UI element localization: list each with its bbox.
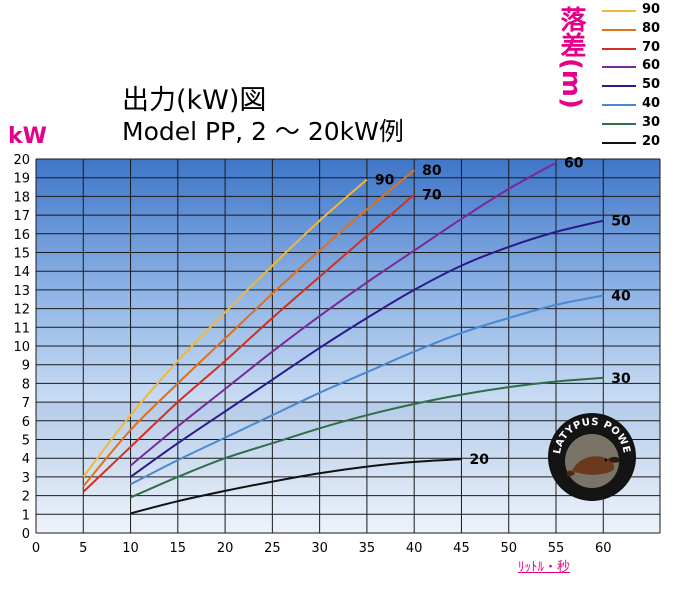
y-axis-unit: kW <box>8 124 47 149</box>
series-end-label: 80 <box>422 163 442 179</box>
y-tick-label: 2 <box>22 490 30 505</box>
y-tick-label: 16 <box>13 228 30 243</box>
x-tick-label: 35 <box>359 541 376 556</box>
legend-label: 80 <box>642 20 661 36</box>
legend-label: 50 <box>642 77 661 93</box>
x-tick-label: 0 <box>32 541 40 556</box>
series-end-label: 40 <box>611 289 631 305</box>
y-tick-label: 5 <box>22 434 30 449</box>
y-tick-label: 17 <box>13 209 30 224</box>
legend-label: 30 <box>642 114 661 130</box>
legend-swatch <box>602 85 636 88</box>
legend-swatch <box>602 122 636 125</box>
legend-label: 40 <box>642 95 661 111</box>
y-tick-label: 19 <box>13 172 30 187</box>
series-end-label: 70 <box>422 188 442 204</box>
series-end-label: 60 <box>564 156 584 172</box>
y-tick-label: 8 <box>22 377 30 392</box>
y-tick-label: 18 <box>13 190 30 205</box>
series-line-30 <box>130 376 604 499</box>
legend-label: 70 <box>642 39 661 55</box>
chart-title: 出力(kW)図 <box>122 85 267 116</box>
y-tick-label: 11 <box>13 321 30 336</box>
y-tick-label: 9 <box>22 359 30 374</box>
legend-swatch <box>602 28 636 31</box>
series-end-label: 30 <box>611 371 631 387</box>
series-line-80 <box>82 169 415 487</box>
series-end-label: 20 <box>469 452 489 468</box>
y-tick-label: 1 <box>22 508 30 523</box>
y-tick-label: 7 <box>22 396 30 411</box>
legend-label: 20 <box>642 133 661 149</box>
y-tick-label: 6 <box>22 415 30 430</box>
x-tick-label: 50 <box>500 541 517 556</box>
x-tick-label: 15 <box>170 541 187 556</box>
legend-swatch <box>602 47 636 50</box>
series-line-90 <box>82 178 368 478</box>
y-tick-label: 20 <box>13 153 30 168</box>
y-tick-label: 10 <box>13 340 30 355</box>
legend-label: 60 <box>642 58 661 74</box>
y-tick-label: 0 <box>22 527 30 542</box>
y-tick-label: 3 <box>22 471 30 486</box>
chart-subtitle: Model PP, 2 〜 20kW例 <box>122 117 404 146</box>
x-tick-label: 60 <box>595 541 612 556</box>
series-end-label: 50 <box>611 214 631 230</box>
series-line-50 <box>129 219 604 478</box>
legend-label: 90 <box>642 2 661 17</box>
x-axis-unit: ﾘｯﾄﾙ・秒 <box>518 560 571 575</box>
x-tick-label: 30 <box>311 541 328 556</box>
y-tick-label: 13 <box>13 284 30 299</box>
legend-swatch <box>602 103 636 106</box>
series-line-70 <box>82 193 415 493</box>
x-tick-label: 20 <box>217 541 234 556</box>
x-tick-label: 5 <box>79 541 87 556</box>
series-line-20 <box>130 458 462 515</box>
x-tick-label: 55 <box>548 541 565 556</box>
y-tick-label: 14 <box>13 265 30 280</box>
x-tick-label: 25 <box>264 541 281 556</box>
series-end-label: 90 <box>375 173 395 189</box>
series-line-60 <box>129 161 557 467</box>
series-line-40 <box>130 294 604 486</box>
legend-swatch <box>602 66 636 69</box>
y-tick-label: 12 <box>13 303 30 318</box>
y-tick-label: 15 <box>13 247 30 262</box>
x-tick-label: 40 <box>406 541 423 556</box>
x-tick-label: 10 <box>122 541 139 556</box>
platypus-icon: PLATYPUS POWER <box>548 413 634 499</box>
x-tick-label: 45 <box>453 541 470 556</box>
y-tick-label: 4 <box>22 452 30 467</box>
platypus-power-logo: PLATYPUS POWER <box>548 413 636 501</box>
legend-swatch <box>602 141 636 144</box>
legend-swatch <box>602 10 636 12</box>
head-legend-title: 落差(m) <box>556 6 586 109</box>
